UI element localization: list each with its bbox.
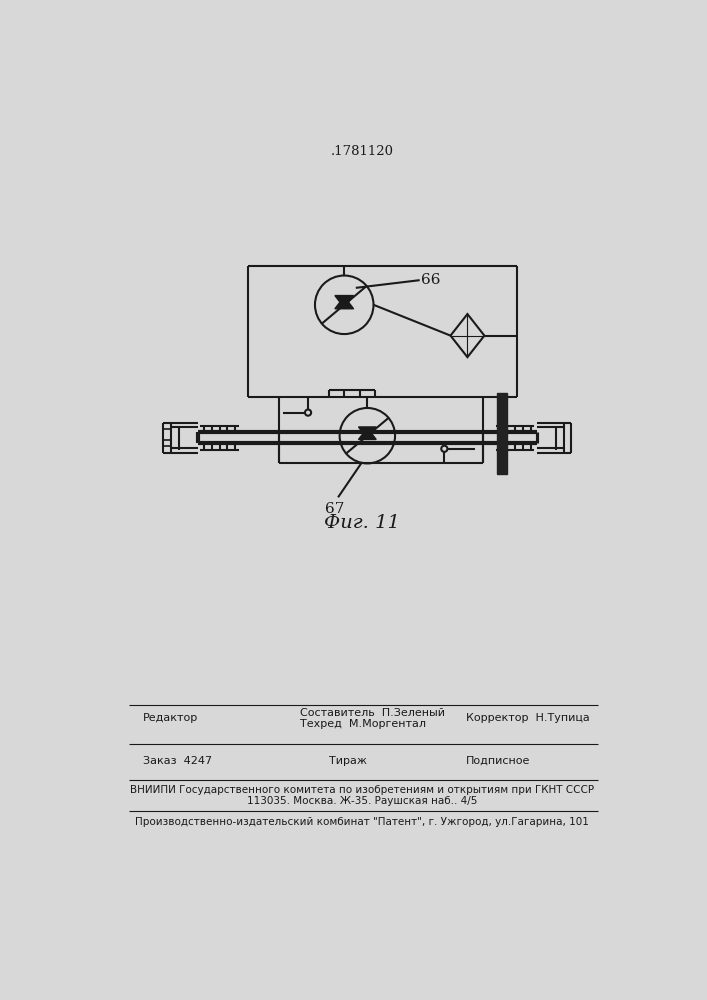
Text: Подписное: Подписное — [466, 756, 530, 766]
Text: ВНИИПИ Государственного комитета по изобретениям и открытиям при ГКНТ СССР: ВНИИПИ Государственного комитета по изоб… — [130, 785, 594, 795]
Text: 66: 66 — [421, 273, 440, 287]
Polygon shape — [335, 296, 354, 308]
Text: Производственно-издательский комбинат "Патент", г. Ужгород, ул.Гагарина, 101: Производственно-издательский комбинат "П… — [135, 817, 589, 827]
Text: .1781120: .1781120 — [331, 145, 395, 158]
Polygon shape — [358, 427, 376, 438]
Polygon shape — [335, 297, 354, 309]
Text: Техред  М.Моргентал: Техред М.Моргентал — [300, 719, 426, 729]
Text: Корректор  Н.Тупица: Корректор Н.Тупица — [466, 713, 590, 723]
Text: Заказ  4247: Заказ 4247 — [143, 756, 211, 766]
Text: 113035. Москва. Ж-35. Раушская наб.. 4/5: 113035. Москва. Ж-35. Раушская наб.. 4/5 — [247, 796, 477, 806]
Text: Тираж: Тираж — [329, 756, 367, 766]
Polygon shape — [497, 393, 508, 474]
Text: Составитель  П.Зеленый: Составитель П.Зеленый — [300, 708, 445, 718]
Text: Редактор: Редактор — [143, 713, 198, 723]
Text: Фиг. 11: Фиг. 11 — [324, 514, 400, 532]
Polygon shape — [358, 428, 376, 439]
Text: 67: 67 — [325, 502, 345, 516]
